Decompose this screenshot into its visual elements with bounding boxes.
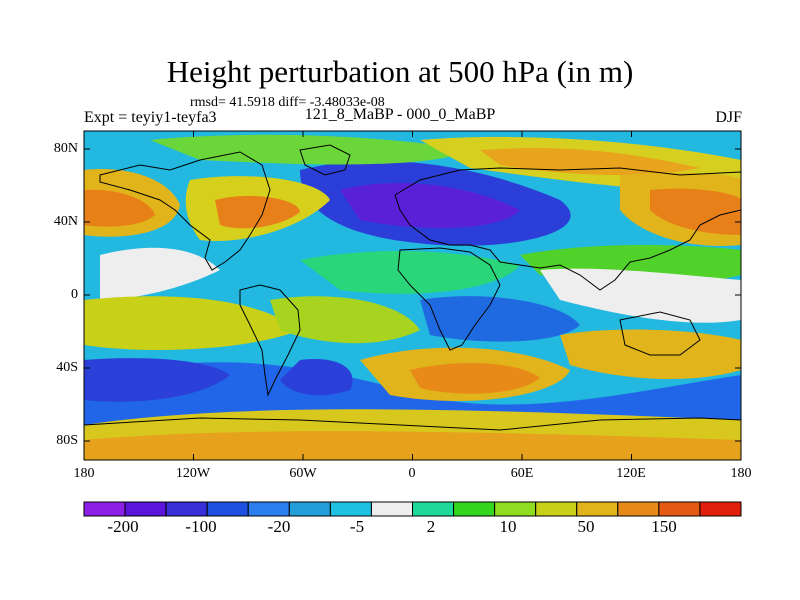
map-ticks	[84, 131, 741, 460]
season-label: DJF	[715, 109, 742, 126]
colorbar-swatch	[412, 501, 455, 517]
colorbar-swatch	[165, 501, 208, 517]
colorbar-label: -5	[349, 517, 365, 536]
colorbar-swatch	[576, 501, 619, 517]
coastlines	[84, 144, 741, 431]
colorbar-label: 50	[577, 517, 595, 536]
colorbar-swatch	[494, 501, 537, 517]
colorbar-swatch	[329, 501, 372, 517]
height-field	[84, 131, 741, 460]
colorbar-label: -20	[267, 517, 291, 536]
lat-tick-label: 40N	[53, 214, 78, 229]
colorbar-swatch	[83, 501, 126, 517]
colorbar-label: -100	[185, 517, 217, 536]
lon-tick-label: 120E	[616, 466, 646, 481]
colorbar-label: -200	[107, 517, 139, 536]
colorbar-swatch	[699, 501, 742, 517]
lat-tick-label: 80S	[56, 433, 78, 448]
lon-tick-label: 60E	[510, 466, 534, 481]
colorbar-swatch	[124, 501, 167, 517]
lon-tick-label: 180	[730, 466, 752, 481]
lon-tick-label: 0	[408, 466, 416, 481]
colorbar-swatch	[288, 501, 331, 517]
lon-tick-label: 120W	[175, 466, 211, 481]
colorbar-swatch	[247, 501, 290, 517]
lat-tick-label: 0	[71, 287, 78, 302]
colorbar	[83, 501, 742, 517]
colorbar-label: 10	[499, 517, 517, 536]
colorbar-swatch	[535, 501, 578, 517]
experiment-label: Expt = teyiy1-teyfa3	[84, 109, 217, 126]
colorbar-swatch	[453, 501, 496, 517]
colorbar-swatch	[370, 501, 414, 517]
lon-tick-label: 180	[73, 466, 95, 481]
rmsd-stats: rmsd= 41.5918 diff= -3.48033e-08	[190, 95, 385, 110]
period-label: 121_8_MaBP - 000_0_MaBP	[304, 106, 496, 123]
lat-tick-label: 80N	[53, 141, 78, 156]
colorbar-swatch	[658, 501, 701, 517]
colorbar-label: 150	[651, 517, 677, 536]
colorbar-label: 2	[426, 517, 436, 536]
colorbar-swatch	[617, 501, 660, 517]
plot-title: Height perturbation at 500 hPa (in m)	[166, 54, 634, 89]
lat-tick-label: 40S	[56, 360, 78, 375]
lon-tick-label: 60W	[289, 466, 317, 481]
colorbar-swatch	[206, 501, 249, 517]
